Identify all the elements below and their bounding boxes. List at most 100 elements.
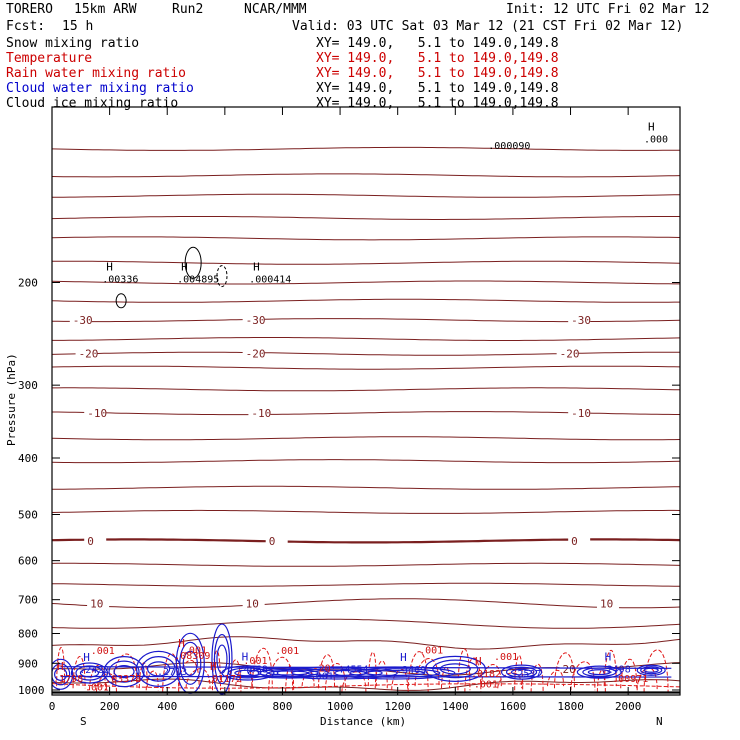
cloud-water-contour <box>211 623 233 695</box>
legend-label: Snow mixing ratio <box>6 36 140 51</box>
isotherm-line <box>52 678 680 691</box>
extremum-value-label: .2422 <box>79 665 109 676</box>
contour-label-bg <box>596 598 619 610</box>
y-tick-label: 700 <box>18 594 38 607</box>
rain-water-contour <box>596 669 606 693</box>
cloud-water-contour <box>364 669 426 676</box>
cloud-water-contour <box>182 650 198 676</box>
cloud-water-contour <box>510 668 533 676</box>
extremum-value-label: .004895 <box>177 274 219 285</box>
extremum-value-label: .1798 <box>53 674 83 685</box>
cloud-water-contour <box>640 666 663 675</box>
rain-water-contour <box>391 668 409 691</box>
x-tick-label: 0 <box>49 700 56 713</box>
rain-water-contour <box>620 658 638 689</box>
temperature-contour-label: -20 <box>79 348 99 361</box>
x-tick-label: 200 <box>100 700 120 713</box>
legend-label: Rain water mixing ratio <box>6 66 187 81</box>
y-axis-title: Pressure (hPa) <box>5 353 18 446</box>
x-tick-label: 1200 <box>384 700 411 713</box>
extremum-value-label: .00336 <box>102 274 138 285</box>
extremum-marker: H <box>475 655 482 668</box>
contour-label-bg <box>568 408 591 420</box>
isotherm-line <box>52 216 680 220</box>
isotherm-line <box>52 236 680 241</box>
extremum-value-label: .0182 <box>471 669 501 680</box>
temperature-contour-label: 0 <box>571 535 578 548</box>
cloud-water-contour <box>306 669 368 676</box>
rain-water-contour <box>285 665 295 693</box>
isotherm-line <box>52 337 680 341</box>
extremum-marker: H <box>605 650 612 663</box>
rain-water-contour <box>497 672 523 689</box>
x-tick-label: 1800 <box>557 700 584 713</box>
temperature-contour-label: 10 <box>600 597 613 610</box>
cloud-water-contour <box>267 670 309 676</box>
cloud-water-contour <box>221 665 275 681</box>
x-tick-label: 800 <box>273 700 293 713</box>
extremum-value-label: .00971 <box>612 674 648 685</box>
isotherm-line <box>52 485 680 490</box>
forecast-label: Fcst: <box>6 19 46 34</box>
organization: NCAR/MMM <box>244 2 307 17</box>
cloud-water-contour <box>432 659 479 679</box>
cloud-water-contour <box>60 675 672 678</box>
cloud-water-contour <box>108 660 140 683</box>
temperature-contour-label: -30 <box>246 314 266 327</box>
contour-label-bg <box>559 663 582 675</box>
rain-water-contour <box>514 654 524 691</box>
extremum-marker: H <box>83 651 90 664</box>
extremum-value-label: .001 <box>91 646 115 657</box>
cloud-water-contour <box>227 667 268 679</box>
temperature-contour-label: 10 <box>246 597 259 610</box>
extremum-value-label: .4554 <box>338 664 368 675</box>
y-tick-label: 200 <box>18 276 38 289</box>
y-tick-label: 500 <box>18 508 38 521</box>
contour-label-bg <box>84 408 107 420</box>
legend-cross-section-coords: XY= 149.0, 5.1 to 149.0,149.8 <box>316 66 559 81</box>
temperature-contour-label: -10 <box>251 407 271 420</box>
contour-label-bg <box>87 598 110 610</box>
rain-water-contour <box>185 668 211 689</box>
extremum-value-label: .000 <box>644 134 668 145</box>
cloud-water-contour <box>70 662 109 684</box>
rain-water-contour <box>341 671 367 693</box>
extremum-value-label: .2713 <box>157 667 187 678</box>
isotherm-line <box>52 618 680 629</box>
legend-cross-section-coords: XY= 149.0, 5.1 to 149.0,149.8 <box>316 36 559 51</box>
extremum-value-label: .2498 <box>601 664 631 675</box>
rain-water-contour <box>530 663 544 693</box>
isotherm-line <box>52 365 680 370</box>
rain-water-contour <box>603 649 617 687</box>
contour-label-bg <box>556 348 579 360</box>
isotherm-line <box>52 582 680 587</box>
extremum-value-label: .3469 <box>396 665 426 676</box>
cloud-water-contour <box>234 669 262 677</box>
model-name: TORERO <box>6 2 53 17</box>
legend-label: Cloud water mixing ratio <box>6 81 194 96</box>
temperature-contour-label: 0 <box>269 535 276 548</box>
temperature-contour-label: -30 <box>571 314 591 327</box>
extremum-value-label: .001 <box>419 646 443 657</box>
contour-label-bg <box>242 598 265 610</box>
cloud-water-contour <box>500 664 543 680</box>
isotherm-line <box>52 387 680 392</box>
extremum-value-label: -20 <box>313 664 331 675</box>
temperature-contour-label: -10 <box>87 407 107 420</box>
cloud-water-contour <box>179 641 202 685</box>
isotherm-line <box>52 280 680 285</box>
temperature-contour-label: -20 <box>246 348 266 361</box>
extremum-value-label: .2537 <box>511 669 541 680</box>
cloud-water-contour <box>247 667 329 679</box>
y-tick-label: 400 <box>18 452 38 465</box>
rain-water-contour <box>374 660 388 689</box>
contour-label-bg <box>84 535 107 547</box>
temperature-contour-label: 10 <box>90 597 103 610</box>
extremum-marker: H <box>253 260 260 273</box>
temperature-contour-label: 0 <box>87 535 94 548</box>
extremum-marker: H <box>178 637 185 650</box>
extremum-marker: H <box>210 660 217 673</box>
rain-water-contour <box>457 648 471 691</box>
contour-label-bg <box>69 315 92 327</box>
y-tick-label: 800 <box>18 627 38 640</box>
